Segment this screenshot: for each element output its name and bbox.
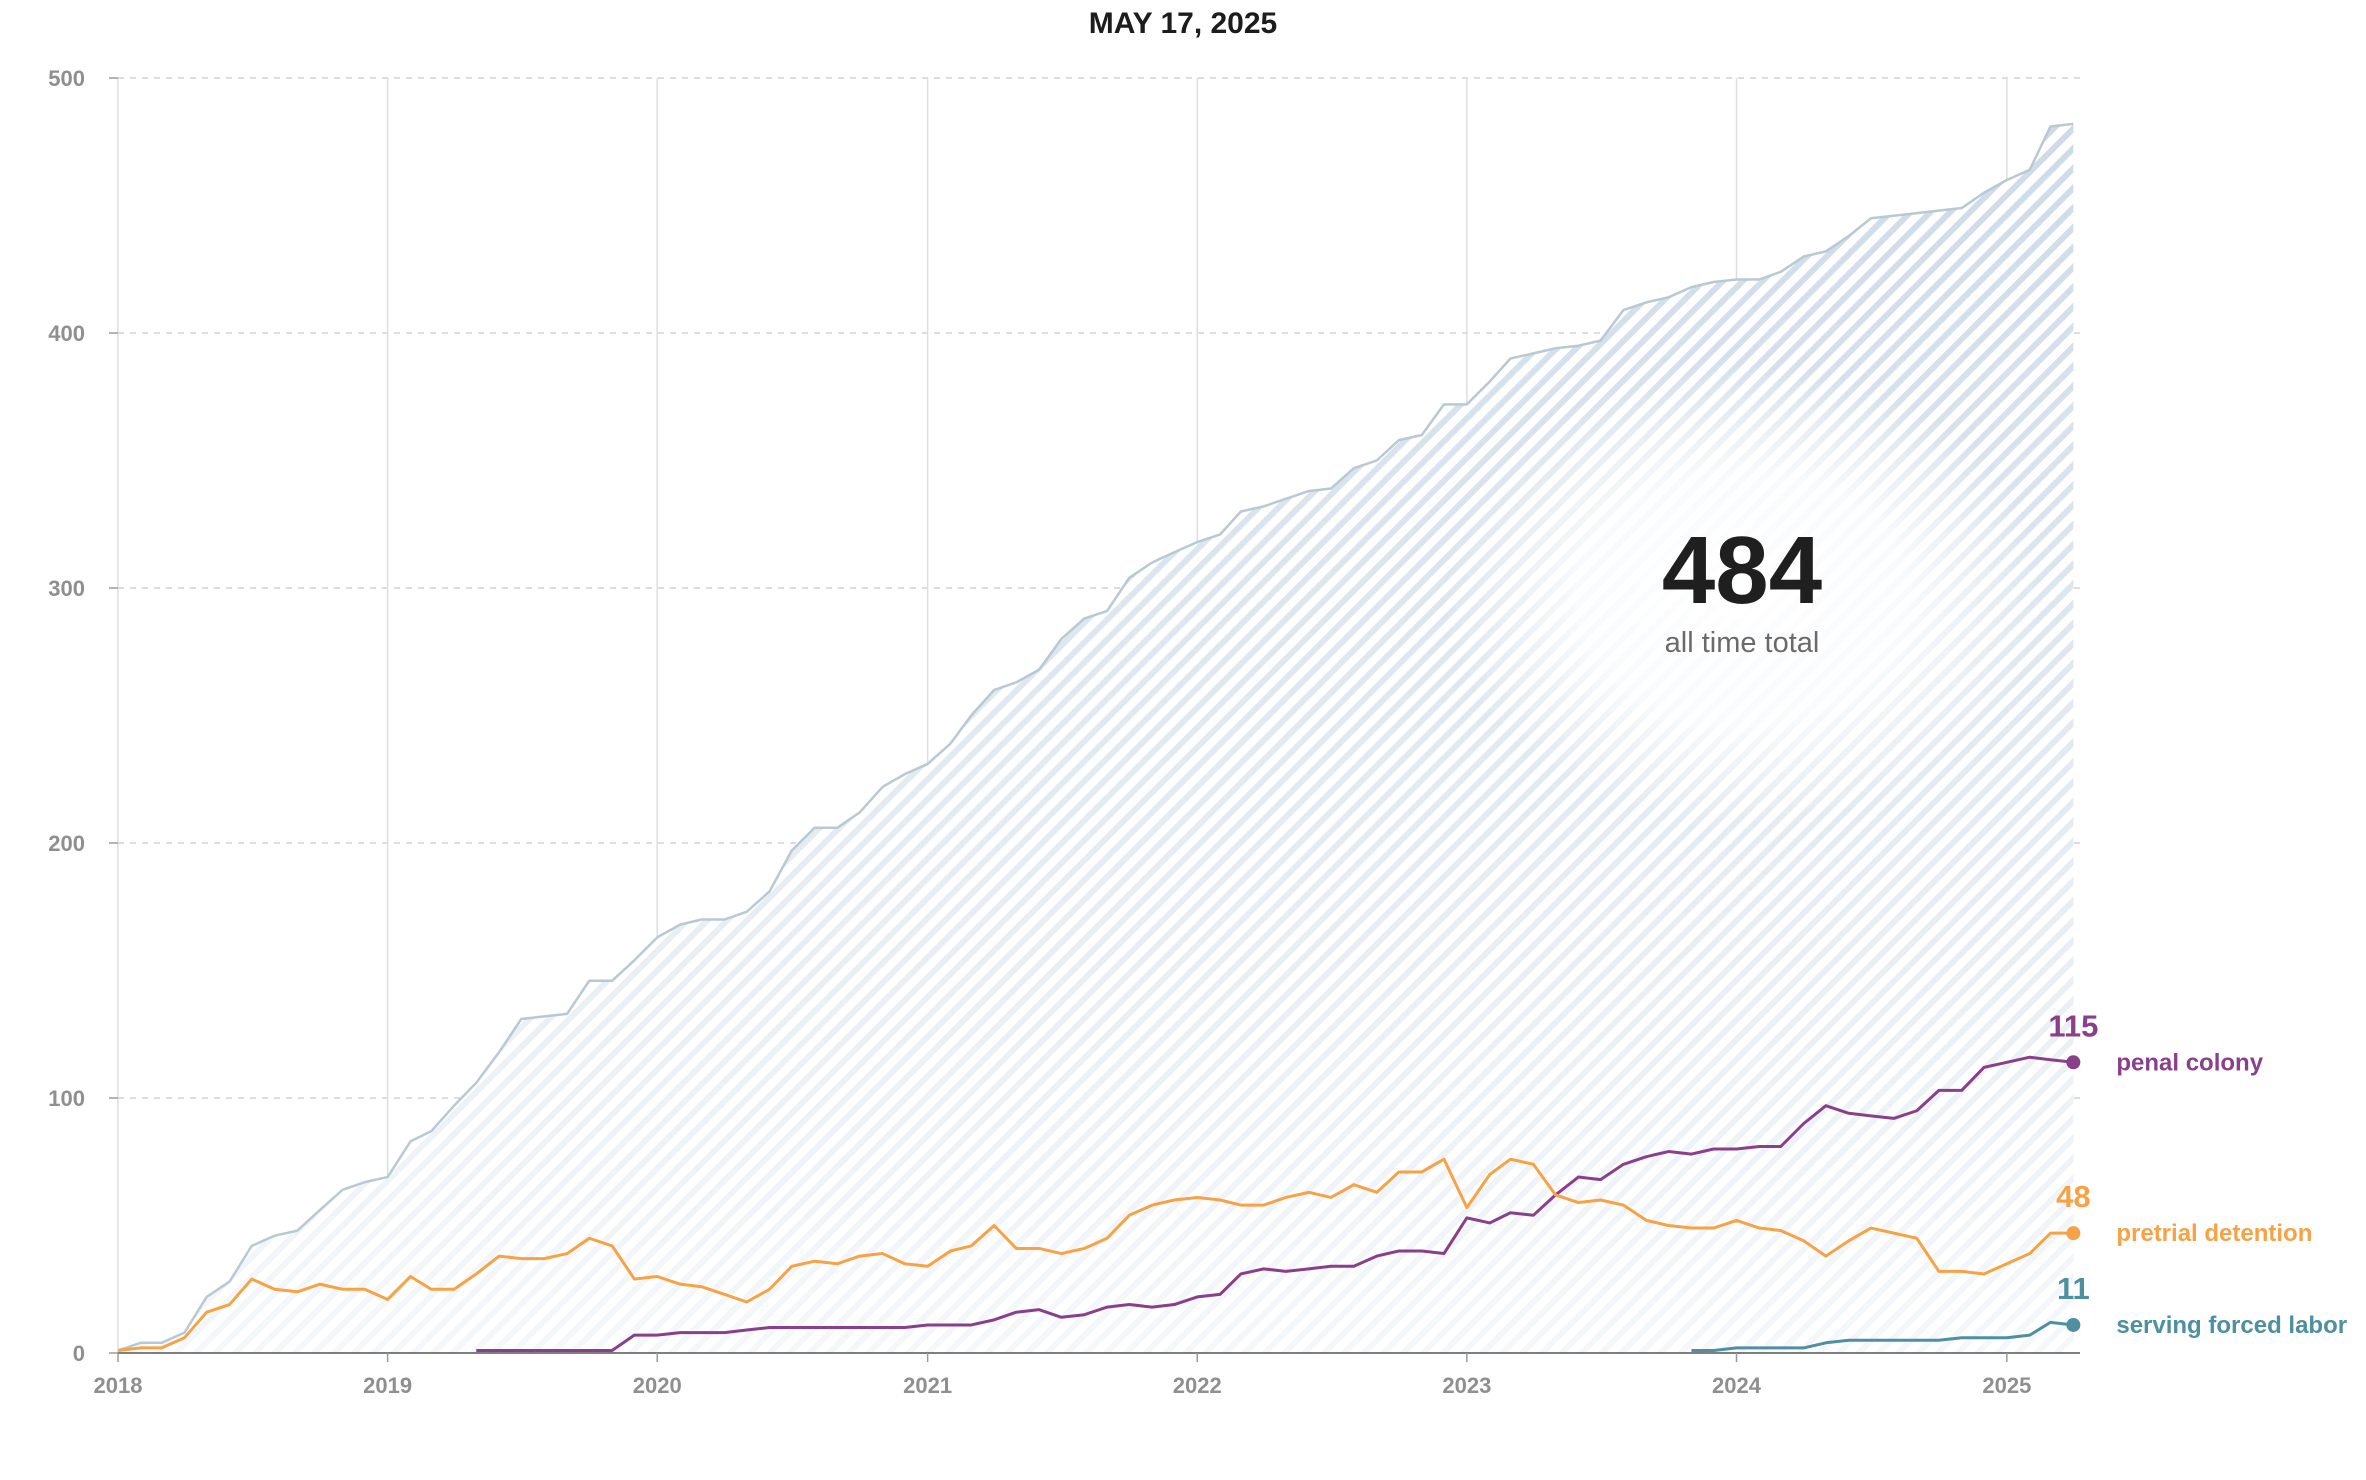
series-line-penal-colony — [476, 1055, 2074, 1352]
end-labels: 115 penal colony 48 pretrial detention 11 ser… — [2048, 1008, 2347, 1339]
series-end-value-serving-forced-labor: 11 — [2057, 1271, 2090, 1306]
series-line-serving-forced-labor — [1691, 1320, 2074, 1352]
series-end-value-penal-colony: 115 — [2048, 1008, 2098, 1043]
total-caption: all time total — [1665, 627, 1820, 659]
y-tick-label-500: 500 — [48, 66, 85, 91]
y-tick-label-0: 0 — [73, 1341, 85, 1366]
series-name-penal-colony: penal colony — [2116, 1049, 2263, 1076]
series-lines — [117, 1055, 2074, 1352]
x-tick-label-2019: 2019 — [363, 1373, 412, 1398]
y-tick-label-100: 100 — [48, 1086, 85, 1111]
x-tick-label-2021: 2021 — [903, 1373, 952, 1398]
y-tick-label-400: 400 — [48, 321, 85, 346]
x-tick-label-2024: 2024 — [1712, 1373, 1762, 1398]
x-tick-label-2022: 2022 — [1173, 1373, 1222, 1398]
total-value: 484 — [1662, 517, 1822, 624]
series-name-serving-forced-labor: serving forced labor — [2116, 1312, 2347, 1339]
axes: 0 100 200 300 400 500 2018 2019 2020 2021 2022 2023… — [48, 66, 2080, 1398]
chart-title: MAY 17, 2025 — [1089, 7, 1277, 40]
x-tick-label-2023: 2023 — [1442, 1373, 1491, 1398]
x-tick-label-2025: 2025 — [1982, 1373, 2031, 1398]
series-end-value-pretrial-detention: 48 — [2056, 1179, 2090, 1214]
total-line — [117, 122, 2074, 1352]
x-tick-label-2020: 2020 — [633, 1373, 682, 1398]
y-tick-label-300: 300 — [48, 576, 85, 601]
series-endpoint-pretrial-detention — [2066, 1226, 2081, 1241]
total-glow — [1442, 365, 2042, 825]
series-endpoint-serving-forced-labor — [2066, 1317, 2081, 1332]
y-tick-label-200: 200 — [48, 831, 85, 856]
total-callout: 484 all time total — [1662, 517, 1822, 659]
total-glow-ellipse — [1442, 365, 2042, 825]
series-endpoint-penal-colony — [2066, 1055, 2081, 1070]
series-name-pretrial-detention: pretrial detention — [2116, 1220, 2312, 1247]
x-tick-label-2018: 2018 — [94, 1373, 143, 1398]
series-line-pretrial-detention — [117, 1157, 2074, 1352]
